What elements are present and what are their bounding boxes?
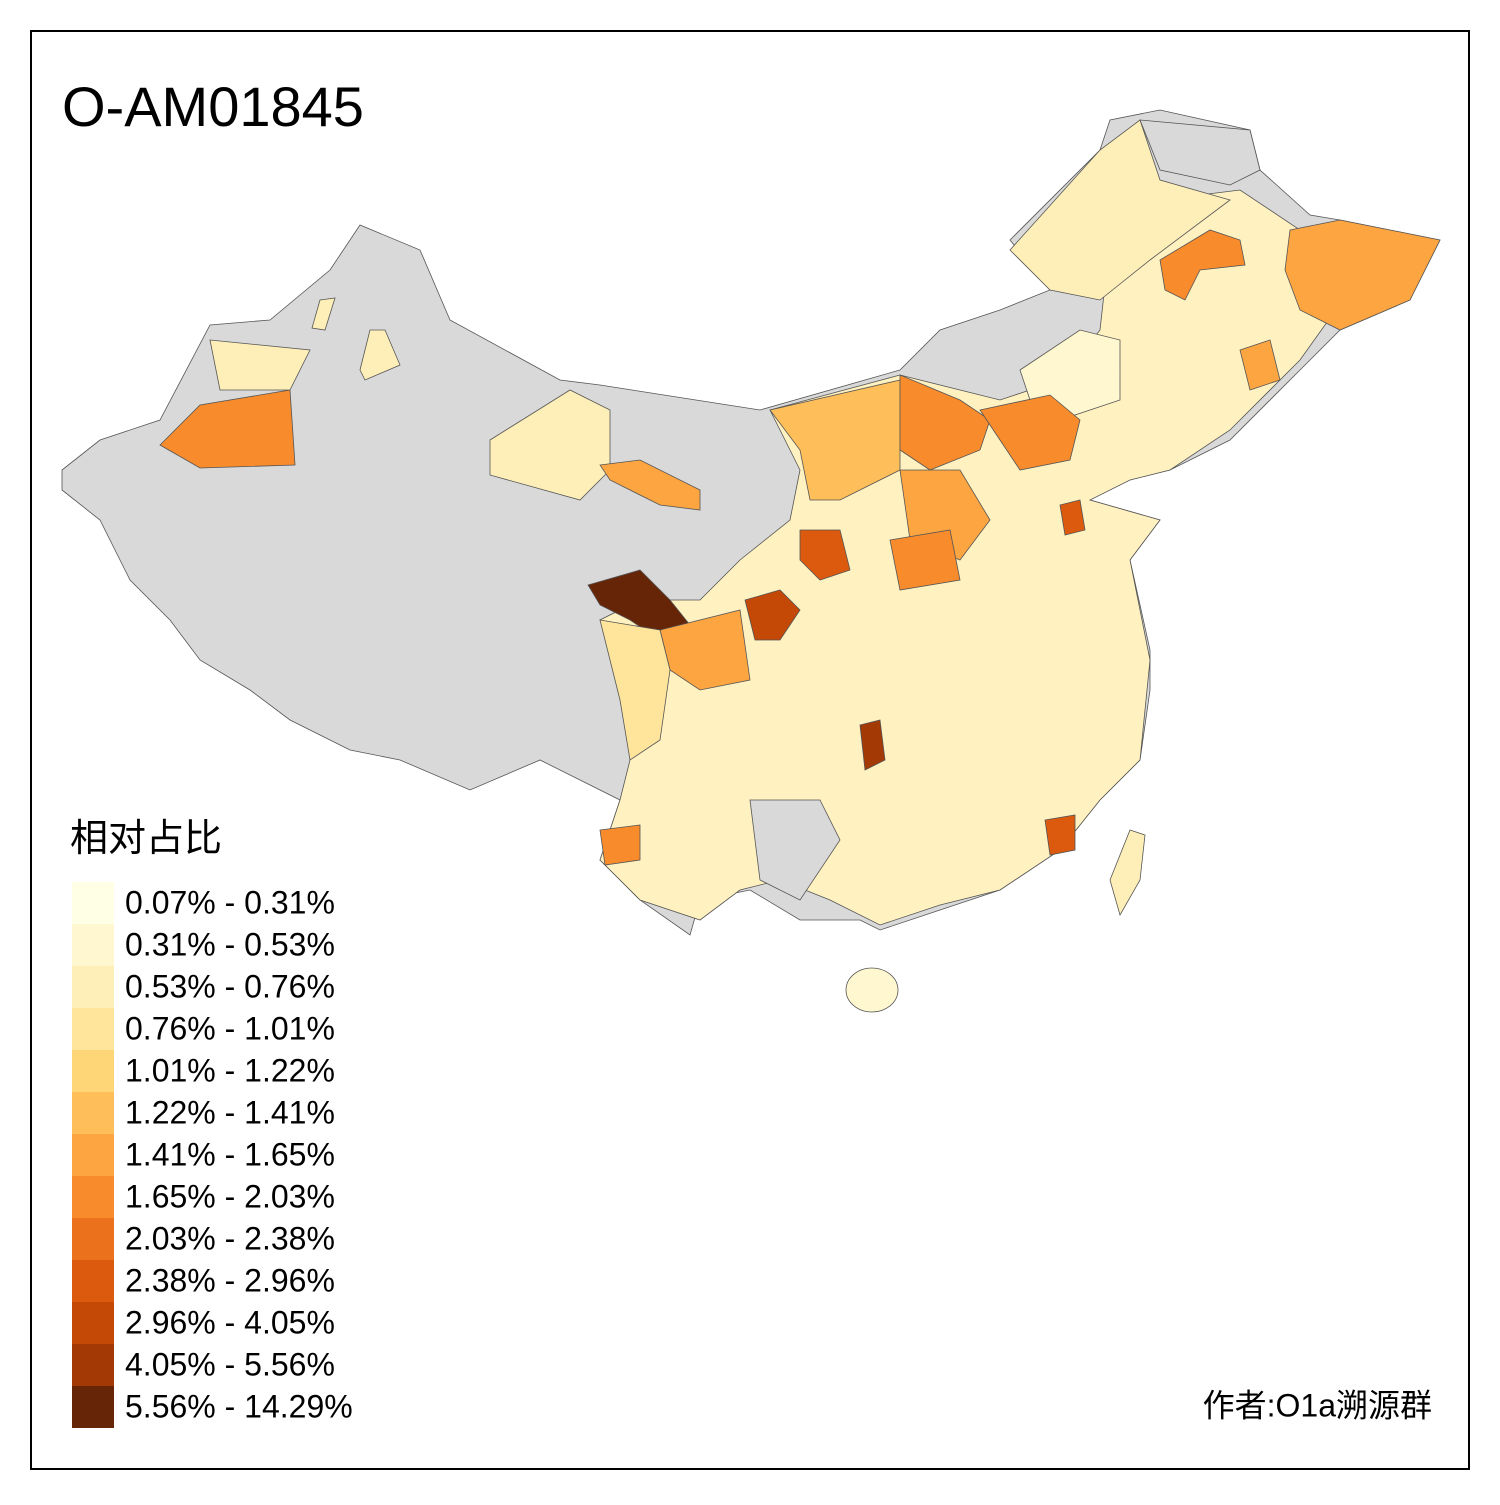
region-dark — [799, 529, 851, 581]
region-orange — [1059, 499, 1086, 536]
region-orange — [599, 824, 641, 866]
region-light — [1009, 119, 1231, 301]
legend-label: 0.76% - 1.01% — [125, 1010, 335, 1046]
legend-label: 4.05% - 5.56% — [125, 1346, 335, 1382]
region-dark — [859, 719, 886, 771]
legend-label: 1.65% - 2.03% — [125, 1178, 335, 1214]
legend-label: 2.38% - 2.96% — [125, 1262, 335, 1298]
legend-label: 2.96% - 4.05% — [125, 1304, 335, 1340]
region-light — [311, 297, 336, 331]
hainan — [845, 967, 899, 1013]
legend-swatch — [72, 1218, 114, 1260]
legend-swatch — [72, 1302, 114, 1344]
legend-swatch — [72, 966, 114, 1008]
legend-label: 0.07% - 0.31% — [125, 884, 335, 920]
region-dark — [1044, 814, 1076, 856]
legend: 0.07% - 0.31% 0.31% - 0.53% 0.53% - 0.76% 0… — [72, 882, 353, 1428]
taiwan — [1109, 829, 1146, 917]
legend-swatch — [72, 924, 114, 966]
legend-swatch — [72, 1260, 114, 1302]
legend-swatch — [72, 1134, 114, 1176]
region-orange — [889, 529, 961, 591]
region-orange — [899, 374, 991, 471]
map — [61, 109, 1441, 1013]
region-dark — [744, 589, 801, 641]
region-orange — [979, 394, 1081, 471]
legend-label: 1.41% - 1.65% — [125, 1136, 335, 1172]
legend-label: 1.01% - 1.22% — [125, 1052, 335, 1088]
region-orange — [599, 459, 701, 511]
legend-swatch — [72, 1008, 114, 1050]
region-gray — [749, 799, 841, 901]
legend-label: 0.53% - 0.76% — [125, 968, 335, 1004]
region-light — [209, 339, 311, 391]
region-orange — [1239, 339, 1281, 391]
region-orange — [159, 389, 296, 469]
legend-swatch — [72, 1050, 114, 1092]
legend-swatch — [72, 1386, 114, 1428]
legend-label: 2.03% - 2.38% — [125, 1220, 335, 1256]
region-orange — [1159, 229, 1246, 301]
region-light — [599, 619, 671, 761]
legend-label: 0.31% - 0.53% — [125, 926, 335, 962]
region-light — [359, 329, 401, 381]
legend-swatch — [72, 1344, 114, 1386]
legend-label: 5.56% - 14.29% — [125, 1388, 353, 1424]
map-title: O-AM01845 — [62, 75, 364, 138]
legend-swatch — [72, 882, 114, 924]
legend-swatch — [72, 1092, 114, 1134]
region-orange — [1284, 219, 1441, 331]
region-gray — [1139, 119, 1261, 186]
legend-swatch — [72, 1176, 114, 1218]
legend-label: 1.22% - 1.41% — [125, 1094, 335, 1130]
author-note: 作者:O1a溯源群 — [1203, 1387, 1432, 1423]
legend-title: 相对占比 — [70, 818, 222, 860]
